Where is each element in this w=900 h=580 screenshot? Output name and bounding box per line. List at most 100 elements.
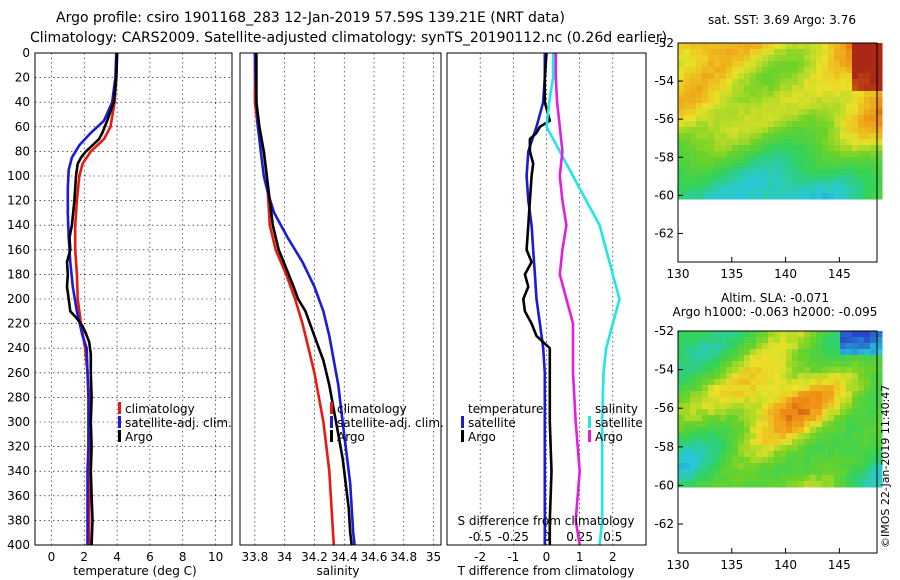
map-cell: [744, 61, 751, 68]
map-cell: [756, 391, 763, 398]
map-cell: [870, 145, 877, 152]
map-cell: [714, 427, 721, 434]
map-cell: [714, 469, 721, 476]
map-cell: [870, 391, 877, 398]
map-cell: [834, 151, 841, 158]
map-cell: [810, 91, 817, 98]
map-cell: [792, 427, 799, 434]
map-cell: [876, 439, 883, 446]
map-cell: [720, 193, 727, 200]
map-cell: [726, 49, 733, 56]
map-cell: [726, 373, 733, 380]
map-cell: [864, 169, 871, 176]
map-cell: [798, 403, 805, 410]
map-cell: [678, 181, 685, 188]
map-cell: [810, 361, 817, 368]
map-cell: [852, 427, 859, 434]
map-cell: [864, 73, 871, 80]
map-cell: [750, 463, 757, 470]
map-cell: [708, 427, 715, 434]
map-cell: [708, 97, 715, 104]
map-cell: [768, 457, 775, 464]
map-cell: [738, 181, 745, 188]
map-cell: [696, 385, 703, 392]
map-cell: [834, 463, 841, 470]
map-cell: [690, 193, 697, 200]
map-cell: [786, 403, 793, 410]
map-cell: [852, 451, 859, 458]
map-cell: [696, 367, 703, 374]
map-cell: [702, 433, 709, 440]
map-cell: [714, 103, 721, 110]
map-cell: [750, 451, 757, 458]
map-cell: [744, 475, 751, 482]
map-cell: [804, 433, 811, 440]
map-cell: [798, 475, 805, 482]
y-tick-label: 180: [7, 267, 30, 281]
map-cell: [840, 373, 847, 380]
map-cell: [858, 79, 865, 86]
map-cell: [786, 55, 793, 62]
difference-legend: temperature satellite Argo salinity sate…: [461, 402, 643, 444]
map-cell: [798, 187, 805, 194]
map-cell: [678, 427, 685, 434]
legend-swatch-satellite: [118, 416, 121, 428]
map-cell: [834, 67, 841, 74]
map-cell: [726, 337, 733, 344]
map-cell: [840, 139, 847, 146]
map-cell: [762, 415, 769, 422]
map-cell: [756, 121, 763, 128]
map-cell: [852, 397, 859, 404]
map-cell: [780, 49, 787, 56]
map-cell: [708, 439, 715, 446]
map-cell: [744, 469, 751, 476]
map-cell: [768, 451, 775, 458]
y-tick-label: -62: [654, 517, 674, 531]
map-cell: [690, 181, 697, 188]
map-cell: [816, 469, 823, 476]
map-cell: [876, 61, 883, 68]
map-cell: [864, 115, 871, 122]
map-cell: [876, 175, 883, 182]
map-cell: [690, 439, 697, 446]
map-cell: [870, 67, 877, 74]
map-cell: [798, 175, 805, 182]
map-cell: [768, 445, 775, 452]
map-cell: [768, 349, 775, 356]
map-cell: [726, 139, 733, 146]
map-cell: [690, 475, 697, 482]
map-cell: [780, 73, 787, 80]
map-cell: [762, 193, 769, 200]
map-cell: [714, 367, 721, 374]
map-cell: [678, 175, 685, 182]
map-cell: [822, 349, 829, 356]
map-cell: [816, 451, 823, 458]
map-cell: [738, 457, 745, 464]
map-cell: [852, 475, 859, 482]
map-cell: [738, 481, 745, 488]
y-tick-label: 140: [7, 218, 30, 232]
map-cell: [864, 409, 871, 416]
map-cell: [762, 43, 769, 50]
map-cell: [762, 475, 769, 482]
map-cell: [810, 367, 817, 374]
map-cell: [678, 451, 685, 458]
map-cell: [690, 343, 697, 350]
map-cell: [840, 481, 847, 488]
x-tick-label: 145: [828, 267, 851, 281]
map-cell: [792, 175, 799, 182]
map-cell: [720, 457, 727, 464]
map-cell: [870, 379, 877, 386]
map-cell: [726, 409, 733, 416]
map-cell: [864, 49, 871, 56]
map-cell: [828, 385, 835, 392]
map-cell: [840, 175, 847, 182]
map-cell: [756, 145, 763, 152]
map-cell: [828, 463, 835, 470]
map-cell: [840, 331, 847, 338]
legend-swatch-argo: [330, 430, 333, 442]
map-cell: [726, 481, 733, 488]
x-tick-label: 130: [667, 267, 690, 281]
map-cell: [870, 373, 877, 380]
map-cell: [774, 73, 781, 80]
